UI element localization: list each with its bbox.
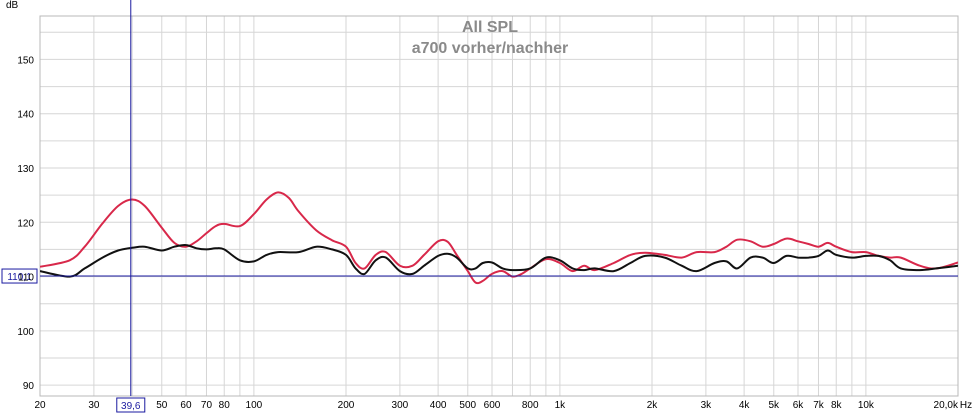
cursor-layer[interactable]: 110,1 39,6: [1, 0, 958, 413]
cursor-y-readout: 110,1: [7, 272, 32, 283]
x-tick-label: 30: [88, 400, 100, 411]
x-tick-label: 1k: [555, 400, 567, 411]
y-tick-label: 150: [17, 55, 34, 66]
x-tick-label: 100: [246, 400, 263, 411]
series-line-1: [40, 191, 958, 285]
series-line-2: [40, 244, 958, 278]
x-tick-label: 20,0k: [934, 400, 959, 411]
axis-labels: 90 100 110 120 130 140 150 20 30 50 60 70 80 100 200 30…: [17, 55, 972, 411]
x-tick-label: 400: [430, 400, 447, 411]
x-tick-label: 7k: [813, 400, 825, 411]
grid: [39, 16, 959, 396]
x-tick-label: 10k: [858, 400, 875, 411]
x-tick-label: 6k: [793, 400, 805, 411]
x-axis-unit-label: Hz: [960, 400, 972, 411]
y-tick-label: 120: [17, 218, 34, 229]
x-tick-label: 200: [338, 400, 355, 411]
x-tick-label: 70: [201, 400, 213, 411]
chart-title: All SPL: [462, 19, 518, 36]
x-tick-label: 8k: [831, 400, 843, 411]
x-tick-label: 20: [34, 400, 46, 411]
x-tick-label: 500: [459, 400, 476, 411]
x-tick-label: 2k: [647, 400, 659, 411]
y-tick-label: 110: [18, 273, 34, 284]
y-tick-label: 90: [23, 381, 35, 392]
plot-frame: [39, 15, 959, 397]
cursor-x-readout: 39,6: [121, 401, 141, 412]
x-tick-label: 80: [219, 400, 231, 411]
x-tick-label: 5k: [768, 400, 780, 411]
cursor-x-readout-box: [116, 397, 146, 413]
x-tick-label: 60: [180, 400, 192, 411]
x-tick-label: 4k: [739, 400, 751, 411]
y-tick-label: 140: [17, 110, 34, 121]
cursor-y-readout-box: [1, 268, 38, 284]
x-tick-label: 50: [156, 400, 168, 411]
x-tick-label: 800: [522, 400, 539, 411]
y-axis-unit-label: dB: [6, 0, 19, 11]
x-tick-label: 3k: [701, 400, 713, 411]
y-tick-label: 100: [17, 327, 34, 338]
plot-area: [39, 15, 959, 397]
y-tick-label: 130: [17, 164, 34, 175]
x-tick-label: 300: [392, 400, 409, 411]
series-layer: [40, 191, 958, 285]
chart-subtitle: a700 vorher/nachher: [412, 40, 569, 57]
x-tick-label: 600: [484, 400, 501, 411]
